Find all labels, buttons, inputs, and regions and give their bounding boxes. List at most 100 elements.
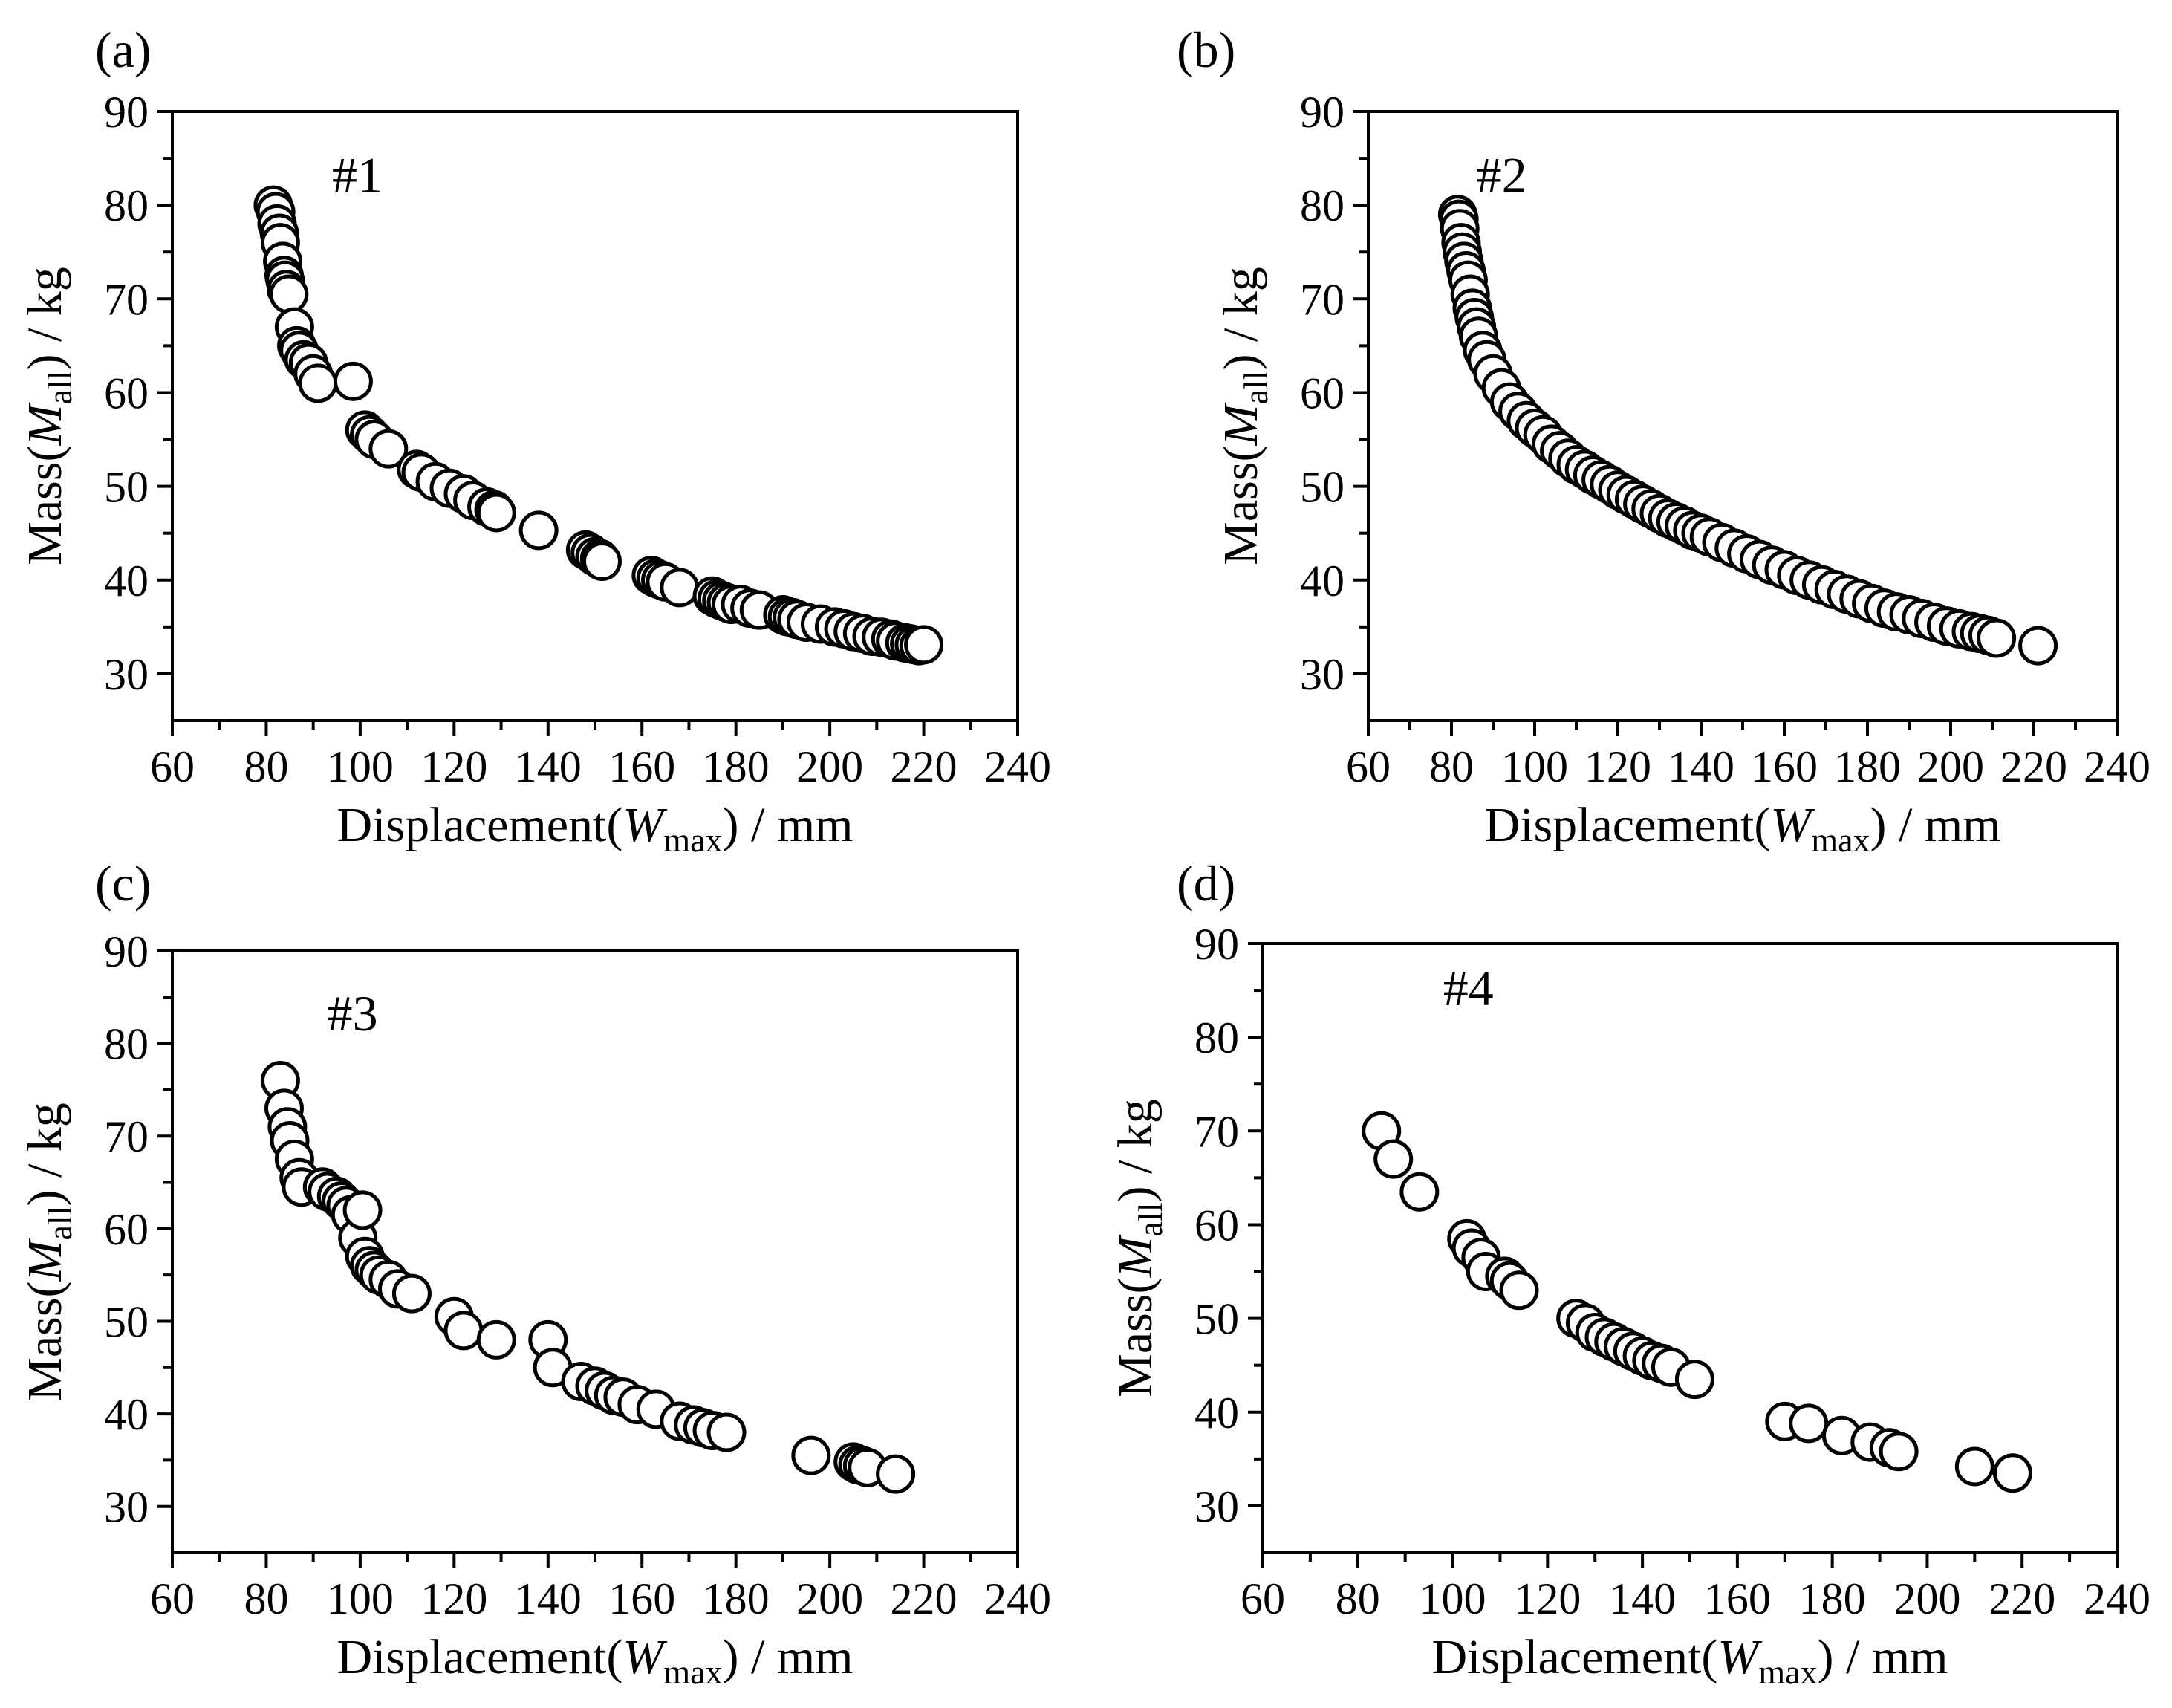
panel-annotation: #1: [332, 146, 383, 203]
scatter-panel-1: 60 80 100 120 140 160 180 200 220 240 30 40 50 60 70 80…: [18, 22, 1051, 859]
x-axis-title: Displacement(Wmax) / mm: [336, 798, 853, 859]
axis-title-subscript: all: [41, 371, 79, 405]
x-tick-label: 100: [327, 1574, 394, 1623]
y-tick-label: 70: [1300, 275, 1345, 324]
x-tick-label: 140: [515, 742, 582, 791]
panel-annotation: #2: [1477, 146, 1527, 203]
y-tick-label: 70: [104, 1112, 149, 1161]
x-tick-label: 220: [2000, 742, 2067, 791]
axis-title-symbol: M: [18, 1237, 72, 1282]
axis-title-subscript: max: [1758, 1653, 1817, 1691]
data-point: [876, 1454, 916, 1494]
y-tick-label: 70: [1194, 1107, 1239, 1156]
data-point: [342, 1190, 383, 1230]
data-point: [298, 363, 338, 403]
data-point: [476, 493, 516, 533]
y-tick-label: 30: [104, 650, 149, 699]
data-point: [1789, 1403, 1829, 1444]
x-tick-label: 160: [608, 1574, 675, 1623]
axis-title-tail: ) / kg: [18, 1103, 72, 1206]
x-tick-label: 60: [1241, 1574, 1285, 1623]
x-tick-label: 120: [420, 742, 487, 791]
scatter-panel-3: 60 80 100 120 140 160 180 200 220 240 30 40 50 60 70 80…: [18, 855, 1051, 1691]
axis-title-tail: ) / mm: [723, 1630, 853, 1684]
x-tick-label: 140: [1609, 1574, 1676, 1623]
axis-title-tail: ) / kg: [1108, 1099, 1163, 1202]
x-tick-label: 200: [1893, 1574, 1960, 1623]
data-point: [1879, 1432, 1919, 1472]
axis-title-symbol: W: [1717, 1630, 1762, 1684]
x-tick-label: 240: [984, 742, 1051, 791]
data-point: [582, 542, 622, 582]
axis-title-main: Mass(: [18, 1281, 72, 1400]
data-point: [1674, 1360, 1714, 1400]
data-point: [791, 1435, 831, 1475]
x-tick-label: 200: [796, 742, 863, 791]
y-tick-label: 50: [1194, 1295, 1239, 1344]
x-tick-label: 60: [150, 1574, 195, 1623]
axis-title-subscript: max: [1811, 821, 1870, 859]
x-tick-label: 80: [244, 1574, 288, 1623]
x-axis-title: Displacement(Wmax) / mm: [1484, 798, 2000, 859]
panel-label: (c): [95, 855, 151, 912]
y-tick-label: 80: [1300, 181, 1345, 230]
y-tick-label: 40: [104, 556, 149, 605]
y-tick-label: 50: [1300, 463, 1345, 512]
y-axis-title: Mass(Mall) / kg: [1214, 267, 1275, 565]
x-tick-label: 220: [891, 1574, 957, 1623]
x-tick-label: 180: [703, 742, 770, 791]
data-point: [904, 625, 944, 665]
x-tick-label: 60: [150, 742, 195, 791]
x-tick-label: 160: [608, 742, 675, 791]
axis-title-main: Mass(: [18, 445, 72, 565]
x-tick-label: 80: [1429, 742, 1474, 791]
x-tick-label: 100: [1420, 1574, 1486, 1623]
data-point: [443, 1311, 484, 1351]
y-tick-label: 40: [104, 1390, 149, 1439]
axis-title-symbol: W: [622, 1630, 667, 1684]
y-tick-label: 30: [1300, 650, 1345, 699]
y-tick-label: 60: [1194, 1201, 1239, 1250]
x-tick-label: 120: [420, 1574, 487, 1623]
y-tick-label: 60: [1300, 368, 1345, 418]
axis-title-subscript: max: [663, 821, 722, 859]
data-point: [476, 1319, 516, 1360]
y-tick-label: 90: [104, 927, 149, 976]
y-tick-label: 40: [1300, 556, 1345, 605]
axis-title-tail: ) / mm: [723, 798, 853, 852]
axis-title-subscript: all: [41, 1207, 79, 1241]
x-tick-label: 60: [1346, 742, 1391, 791]
x-tick-label: 140: [515, 1574, 582, 1623]
scatter-panel-4: 60 80 100 120 140 160 180 200 220 240 30 40 50 60 70 80…: [1108, 855, 2150, 1691]
y-tick-label: 90: [1194, 920, 1239, 969]
x-tick-label: 240: [2084, 1574, 2150, 1623]
x-tick-label: 100: [327, 742, 394, 791]
data-point: [1954, 1446, 1994, 1487]
data-point: [1499, 1270, 1539, 1311]
y-tick-label: 80: [1194, 1013, 1239, 1062]
axis-title-subscript: all: [1237, 371, 1275, 405]
scatter-series: [1362, 1111, 2032, 1493]
y-tick-label: 60: [104, 368, 149, 418]
axis-title-symbol: M: [1214, 401, 1268, 446]
data-point: [368, 429, 409, 469]
y-tick-label: 50: [104, 1297, 149, 1346]
y-tick-label: 50: [104, 463, 149, 512]
x-tick-label: 240: [984, 1574, 1051, 1623]
axis-title-tail: ) / mm: [1870, 798, 2001, 852]
x-tick-label: 180: [1834, 742, 1901, 791]
data-point: [391, 1273, 432, 1314]
data-point: [333, 361, 373, 401]
x-tick-label: 240: [2084, 742, 2150, 791]
data-point: [2018, 626, 2058, 666]
data-point: [1373, 1139, 1414, 1179]
x-tick-label: 220: [1989, 1574, 2055, 1623]
x-axis-title: Displacement(Wmax) / mm: [1431, 1630, 1948, 1691]
axis-title-tail: ) / kg: [1214, 267, 1268, 370]
panel-annotation: #4: [1443, 960, 1494, 1016]
data-point: [706, 1412, 747, 1452]
y-tick-label: 90: [1300, 88, 1345, 137]
y-tick-label: 60: [104, 1205, 149, 1254]
x-tick-label: 220: [891, 742, 957, 791]
